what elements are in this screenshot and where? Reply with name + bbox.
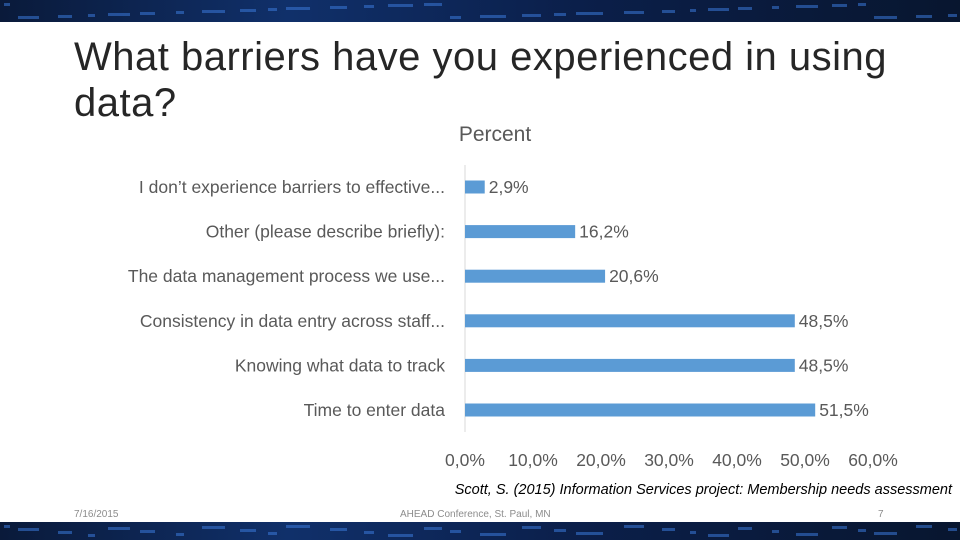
x-tick-label: 0,0% [445, 450, 485, 470]
footer-date: 7/16/2015 [74, 509, 119, 520]
x-tick-label: 50,0% [780, 450, 830, 470]
bar [465, 180, 485, 194]
bar [465, 358, 795, 372]
data-label: 48,5% [799, 355, 849, 375]
citation: Scott, S. (2015) Information Services pr… [454, 482, 952, 498]
page-number: 7 [878, 509, 884, 520]
slide-title: What barriers have you experienced in us… [74, 35, 888, 125]
bar [465, 314, 795, 328]
data-label: 20,6% [609, 266, 659, 286]
category-label: The data management process we use... [128, 266, 445, 286]
category-label: Consistency in data entry across staff..… [140, 311, 445, 331]
bar [465, 403, 816, 417]
footer-event: AHEAD Conference, St. Paul, MN [400, 509, 551, 520]
binary-pattern-bottom [4, 525, 957, 537]
x-tick-label: 60,0% [848, 450, 898, 470]
data-label: 16,2% [579, 222, 629, 242]
decorative-footer-band [0, 522, 960, 540]
x-tick-label: 40,0% [712, 450, 762, 470]
data-label: 2,9% [489, 177, 529, 197]
category-label: Knowing what data to track [235, 355, 445, 375]
chart-title: Percent [458, 123, 532, 146]
x-tick-label: 10,0% [508, 450, 558, 470]
category-label: I don’t experience barriers to effective… [139, 177, 445, 197]
binary-pattern-top [4, 3, 957, 19]
bar [465, 225, 576, 239]
bar-chart: I don’t experience barriers to effective… [128, 165, 898, 470]
x-tick-label: 20,0% [576, 450, 626, 470]
x-tick-label: 30,0% [644, 450, 694, 470]
category-label: Other (please describe briefly): [206, 222, 445, 242]
decorative-header-band [0, 0, 960, 22]
data-label: 48,5% [799, 311, 849, 331]
data-label: 51,5% [819, 400, 869, 420]
category-label: Time to enter data [304, 400, 446, 420]
bar [465, 269, 606, 283]
